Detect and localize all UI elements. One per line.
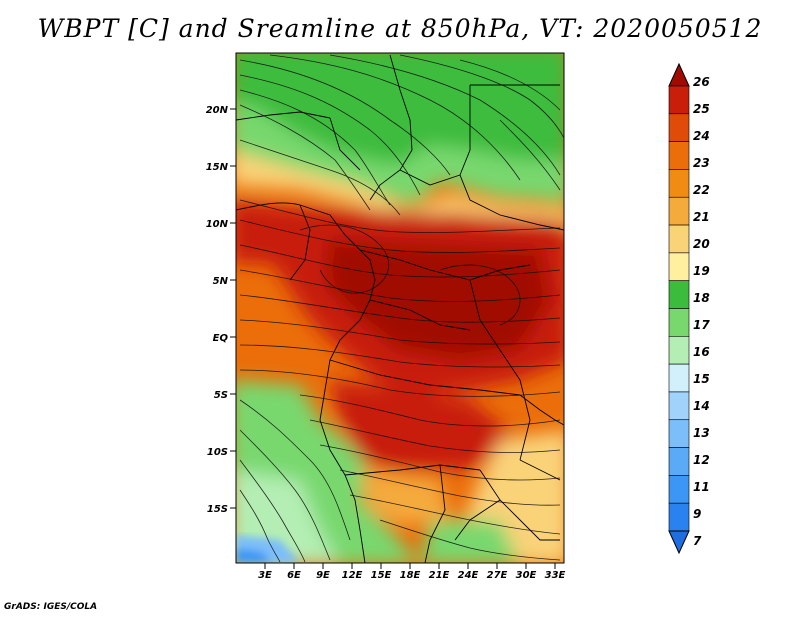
y-tick-label: 10S (207, 447, 228, 458)
colorbar-label: 21 (693, 210, 710, 224)
colorbar-label: 26 (693, 75, 710, 89)
colorbar-segment (668, 447, 690, 476)
colorbar-segment (668, 196, 690, 226)
x-tick-label: 3E (258, 570, 272, 581)
colorbar-segment (668, 113, 690, 142)
x-tick-label: 12E (342, 570, 363, 581)
colorbar-label: 20 (693, 237, 710, 251)
y-tick-label: 10N (206, 219, 229, 230)
y-tick-label: 15N (206, 162, 229, 173)
triangle-down-icon (668, 530, 690, 555)
colorbar-segment (668, 169, 690, 198)
x-tick-label: 18E (400, 570, 421, 581)
colorbar-segment (668, 224, 690, 254)
colorbar-label: 23 (693, 156, 710, 170)
footer-credit: GrADS: IGES/COLA (4, 602, 98, 612)
colorbar-label: 16 (693, 345, 710, 359)
colorbar-segment (668, 85, 690, 115)
colorbar-label: 13 (693, 426, 710, 440)
colorbar-label: 25 (693, 102, 710, 116)
map-frame (235, 52, 565, 564)
colorbar-segment (668, 252, 690, 281)
colorbar-label: 9 (693, 507, 701, 521)
colorbar: 7 9 11 12 13 14 15 16 17 18 19 20 21 22 23 24 25 26 (668, 62, 710, 555)
colorbar-label: 14 (693, 399, 710, 413)
colorbar-label: 18 (693, 291, 710, 305)
colorbar-label: 15 (693, 372, 710, 386)
x-tick-label: 24E (458, 570, 479, 581)
colorbar-label: 12 (693, 453, 710, 467)
y-tick-label: 5S (214, 390, 228, 401)
colorbar-label: 19 (693, 264, 710, 278)
x-tick-label: 33E (545, 570, 566, 581)
colorbar-segment (668, 419, 690, 448)
colorbar-label: 7 (693, 534, 702, 548)
colorbar-label: 24 (693, 129, 710, 143)
colorbar-segment (668, 308, 690, 337)
x-tick-label: 15E (371, 570, 392, 581)
colorbar-segment (668, 475, 690, 504)
x-tick-label: 6E (287, 570, 301, 581)
y-axis: 20N 15N 10N 5N EQ 5S 10S 15S (206, 105, 236, 515)
x-tick-label: 9E (316, 570, 330, 581)
colorbar-segment (668, 280, 690, 309)
colorbar-segment (668, 141, 690, 170)
wbpt-field (236, 53, 564, 563)
y-tick-label: 5N (213, 276, 229, 287)
y-tick-label: 15S (207, 504, 228, 515)
x-axis: 3E 6E 9E 12E 15E 18E 21E 24E 27E 30E 33E (258, 563, 566, 581)
colorbar-label: 22 (693, 183, 710, 197)
colorbar-label: 17 (693, 318, 710, 332)
x-tick-label: 27E (487, 570, 508, 581)
chart-title: WBPT [C] and Sreamline at 850hPa, VT: 20… (37, 14, 763, 43)
colorbar-segment (668, 391, 690, 421)
colorbar-label: 11 (693, 480, 710, 494)
colorbar-segment (668, 363, 690, 393)
y-tick-label: 20N (206, 105, 229, 116)
x-tick-label: 21E (429, 570, 450, 581)
country-borders (236, 54, 564, 563)
y-tick-label: EQ (213, 333, 229, 344)
colorbar-segment (668, 336, 690, 365)
triangle-up-icon (668, 62, 690, 87)
x-tick-label: 30E (516, 570, 537, 581)
colorbar-segment (668, 502, 690, 532)
